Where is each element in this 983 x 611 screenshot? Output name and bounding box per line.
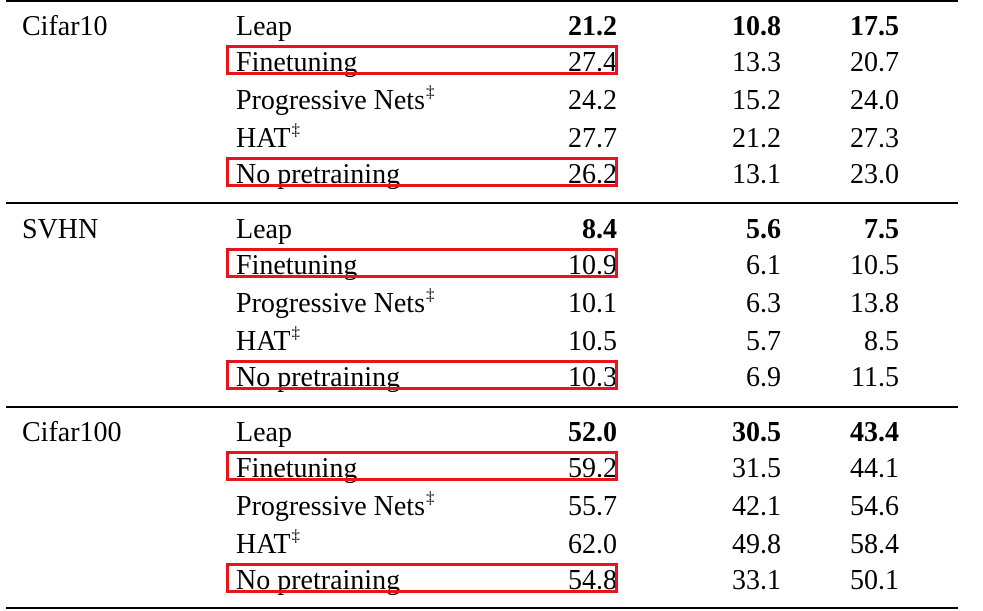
table-row: Finetuning 59.2 31.5 44.1 (0, 450, 983, 488)
method-name: Progressive Nets‡ (236, 82, 435, 116)
value-cell: 8.5 (864, 326, 899, 357)
value-cell: 55.7 (568, 491, 617, 522)
value-cell: 17.5 (850, 11, 899, 42)
table-row: Progressive Nets‡ 24.2 15.2 24.0 (0, 82, 983, 120)
value-cell: 23.0 (850, 159, 899, 190)
value-cell: 10.5 (568, 326, 617, 357)
value-cell: 6.9 (746, 362, 781, 393)
top-rule (6, 0, 958, 2)
value-cell: 13.1 (732, 159, 781, 190)
value-cell: 44.1 (850, 453, 899, 484)
method-name: HAT‡ (236, 323, 300, 357)
value-cell: 10.1 (568, 288, 617, 319)
table-row: Leap 8.4 5.6 7.5 (0, 211, 983, 249)
value-cell: 43.4 (850, 417, 899, 448)
value-cell: 52.0 (568, 417, 617, 448)
method-name: Progressive Nets‡ (236, 488, 435, 522)
table-row: No pretraining 10.3 6.9 11.5 (0, 359, 983, 397)
value-cell: 33.1 (732, 565, 781, 596)
dataset-label: Cifar100 (22, 417, 122, 448)
method-name: Finetuning (236, 47, 358, 78)
value-cell: 27.3 (850, 123, 899, 154)
value-cell: 20.7 (850, 47, 899, 78)
value-cell: 6.3 (746, 288, 781, 319)
table-row: HAT‡ 27.7 21.2 27.3 (0, 120, 983, 158)
value-cell: 49.8 (732, 529, 781, 560)
value-cell: 30.5 (732, 417, 781, 448)
method-name: No pretraining (236, 159, 401, 190)
value-cell: 10.9 (568, 250, 617, 281)
value-cell: 8.4 (582, 214, 617, 245)
value-cell: 7.5 (864, 214, 899, 245)
method-name: Leap (236, 214, 292, 245)
table-row: HAT‡ 62.0 49.8 58.4 (0, 526, 983, 564)
method-name: Finetuning (236, 453, 358, 484)
value-cell: 59.2 (568, 453, 617, 484)
value-cell: 24.0 (850, 85, 899, 116)
method-name: No pretraining (236, 362, 401, 393)
method-name: Leap (236, 11, 292, 42)
method-name: No pretraining (236, 565, 401, 596)
method-name: HAT‡ (236, 526, 300, 560)
table-row: Progressive Nets‡ 55.7 42.1 54.6 (0, 488, 983, 526)
value-cell: 10.8 (732, 11, 781, 42)
value-cell: 54.8 (568, 565, 617, 596)
value-cell: 27.7 (568, 123, 617, 154)
method-name: Finetuning (236, 250, 358, 281)
table-row: Finetuning 10.9 6.1 10.5 (0, 247, 983, 285)
method-name: HAT‡ (236, 120, 300, 154)
table-row: No pretraining 26.2 13.1 23.0 (0, 156, 983, 194)
dataset-label: SVHN (22, 214, 99, 245)
value-cell: 31.5 (732, 453, 781, 484)
value-cell: 26.2 (568, 159, 617, 190)
value-cell: 50.1 (850, 565, 899, 596)
value-cell: 10.5 (850, 250, 899, 281)
table-row: Leap 21.2 10.8 17.5 (0, 8, 983, 46)
section-divider (6, 202, 958, 204)
table-row: No pretraining 54.8 33.1 50.1 (0, 562, 983, 600)
value-cell: 24.2 (568, 85, 617, 116)
value-cell: 62.0 (568, 529, 617, 560)
table-row: Leap 52.0 30.5 43.4 (0, 414, 983, 452)
method-name: Progressive Nets‡ (236, 285, 435, 319)
value-cell: 13.3 (732, 47, 781, 78)
value-cell: 42.1 (732, 491, 781, 522)
value-cell: 13.8 (850, 288, 899, 319)
value-cell: 54.6 (850, 491, 899, 522)
method-name: Leap (236, 417, 292, 448)
bottom-rule (6, 607, 958, 609)
section-divider (6, 406, 958, 408)
value-cell: 15.2 (732, 85, 781, 116)
table-row: Progressive Nets‡ 10.1 6.3 13.8 (0, 285, 983, 323)
value-cell: 5.6 (746, 214, 781, 245)
dataset-label: Cifar10 (22, 11, 108, 42)
value-cell: 11.5 (851, 362, 899, 393)
table-row: Finetuning 27.4 13.3 20.7 (0, 44, 983, 82)
value-cell: 58.4 (850, 529, 899, 560)
value-cell: 21.2 (732, 123, 781, 154)
value-cell: 27.4 (568, 47, 617, 78)
value-cell: 6.1 (746, 250, 781, 281)
value-cell: 5.7 (746, 326, 781, 357)
value-cell: 21.2 (568, 11, 617, 42)
table-row: HAT‡ 10.5 5.7 8.5 (0, 323, 983, 361)
value-cell: 10.3 (568, 362, 617, 393)
